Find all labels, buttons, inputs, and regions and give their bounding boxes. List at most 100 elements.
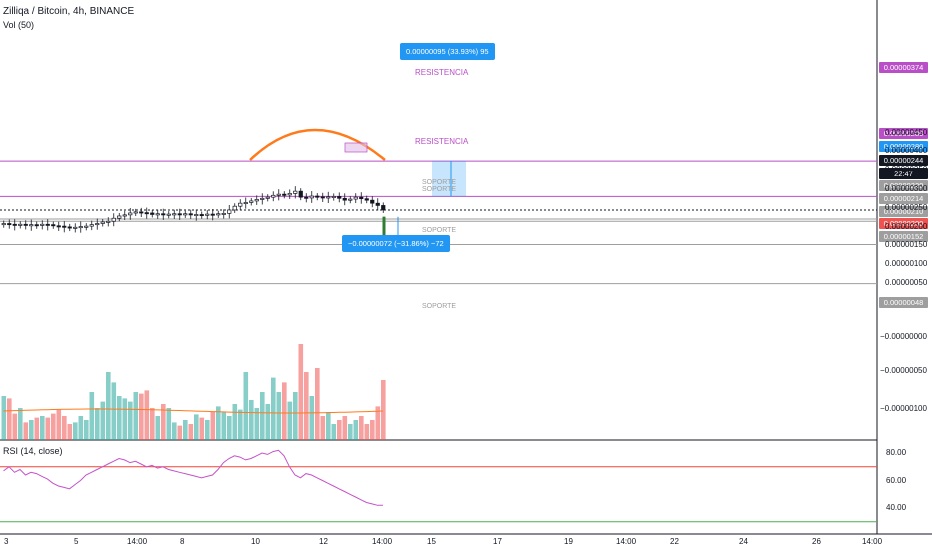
volume-bar <box>210 412 216 440</box>
candle-body <box>381 205 386 211</box>
volume-bar <box>73 422 78 440</box>
candle-body <box>111 217 116 222</box>
volume-bar <box>177 425 183 440</box>
volume-bar <box>265 404 271 440</box>
volume-bar <box>304 372 309 440</box>
candle-body <box>348 198 353 201</box>
candle-body <box>29 224 34 227</box>
candle-body <box>304 196 309 199</box>
candle-body <box>353 196 358 200</box>
candle-body <box>7 223 12 226</box>
time-tick: 17 <box>493 537 502 546</box>
time-tick: 26 <box>812 537 821 546</box>
candle-body <box>106 220 111 223</box>
price-tag: 0.00000152 <box>879 231 928 242</box>
volume-bar <box>298 344 304 440</box>
volume-ma-line <box>3 408 384 414</box>
volume-bar <box>205 420 210 440</box>
price-tag: 22:47 <box>879 168 928 179</box>
volume-bar <box>249 400 254 440</box>
volume-bar <box>56 409 62 440</box>
price-tag: 0.00000280 <box>879 128 928 139</box>
candle-body <box>359 196 364 200</box>
candle-body <box>89 224 94 227</box>
support-label-1: SOPORTE <box>422 179 457 186</box>
volume-bar <box>353 420 359 440</box>
candle-body <box>298 190 303 198</box>
volume-bar <box>7 398 12 440</box>
volume-bar <box>359 416 364 440</box>
candle-body <box>188 213 193 216</box>
candle-body <box>117 215 122 219</box>
candle-body <box>172 213 177 216</box>
candle-body <box>95 223 100 226</box>
candle-body <box>243 202 248 204</box>
time-tick: 22 <box>670 537 679 546</box>
candle-body <box>282 193 287 196</box>
volume-bar <box>232 404 238 440</box>
price-tag: 0.00000280 <box>879 141 928 152</box>
volume-indicator-label[interactable]: Vol (50) <box>3 20 35 30</box>
price-tag: 0.00000214 <box>879 193 928 204</box>
candle-body <box>40 223 45 226</box>
time-tick: 14:00 <box>616 537 637 546</box>
candle-body <box>84 225 89 228</box>
volume-bar <box>89 392 95 440</box>
volume-bar <box>315 368 320 440</box>
price-tick: 0.00000350 <box>885 165 928 175</box>
candle-body <box>150 212 155 215</box>
rsi-line <box>3 449 383 506</box>
rounding-top-arc <box>249 128 386 161</box>
volume-bar <box>144 390 150 440</box>
volume-bar <box>364 424 370 440</box>
rsi-tick: 80.00 <box>886 448 907 457</box>
rsi-indicator-label[interactable]: RSI (14, close) <box>3 446 63 456</box>
price-tag: 0.00000220 <box>879 180 928 191</box>
candle-body <box>276 193 281 196</box>
volume-bar <box>128 401 133 440</box>
price-tick: 0.00000200 <box>885 221 928 231</box>
volume-bar <box>161 404 166 440</box>
candle-body <box>100 221 105 224</box>
volume-bar <box>199 417 205 440</box>
volume-bar <box>40 416 45 440</box>
candle-body <box>62 225 67 228</box>
candle-body <box>56 225 61 228</box>
volume-bar <box>166 408 172 440</box>
resistance-label-mid: RESISTENCIA <box>415 137 469 146</box>
volume-bar <box>111 382 117 440</box>
candle-body <box>205 213 210 216</box>
candle-body <box>309 195 314 199</box>
volume-tick: −0.00000000 <box>880 332 927 341</box>
volume-bar <box>238 409 243 440</box>
long-position-box <box>432 160 466 197</box>
candle-body <box>133 211 138 214</box>
volume-bar <box>34 417 40 440</box>
volume-bar <box>95 408 100 440</box>
candle-body <box>144 212 149 215</box>
time-tick: 24 <box>739 537 748 546</box>
volume-bar <box>62 416 67 440</box>
candle-body <box>320 196 325 199</box>
candle-body <box>238 202 243 207</box>
volume-bar <box>337 420 342 440</box>
candle-body <box>122 214 127 217</box>
volume-bar <box>51 413 56 440</box>
volume-bar <box>183 420 188 440</box>
candle-body <box>326 196 331 199</box>
candle-body <box>1 223 6 226</box>
candle-body <box>73 226 78 229</box>
candle-body <box>254 199 259 202</box>
rsi-tick: 60.00 <box>886 475 907 485</box>
volume-tick: −0.00000050 <box>880 366 927 375</box>
volume-bar <box>106 372 111 440</box>
price-tick: 0.00000050 <box>885 277 928 287</box>
candle-body <box>375 202 380 206</box>
volume-bar <box>172 422 177 440</box>
volume-bar <box>342 416 348 440</box>
volume-bar <box>271 377 276 440</box>
candle-body <box>45 223 50 226</box>
price-tick: 0.00000150 <box>885 240 928 250</box>
candle-body <box>370 199 375 204</box>
